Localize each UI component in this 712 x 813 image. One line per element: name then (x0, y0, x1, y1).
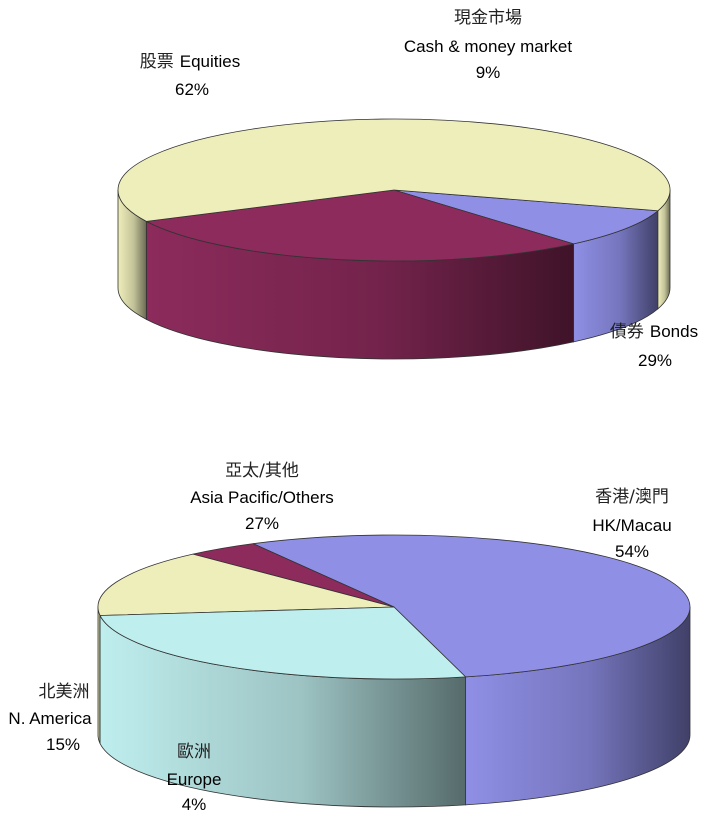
label-asia-pacific: 亞太/其他 Asia Pacific/Others 27% (190, 461, 334, 533)
label-cash: 現金市場 Cash & money market 9% (404, 8, 572, 82)
pie-slice-hk-macau (252, 534, 691, 678)
label-n-america-zh: 北美洲 (39, 682, 90, 702)
label-equities: 股票 Equities 62% (140, 52, 240, 99)
label-cash-zh: 現金市場 (454, 8, 522, 28)
label-europe-pct: 4% (182, 795, 207, 813)
label-cash-pct: 9% (476, 63, 501, 82)
pie-slice-n-america (97, 553, 395, 616)
label-bonds: 債券 Bonds 29% (610, 322, 698, 370)
label-equities-zh-en: 股票 Equities (140, 52, 240, 72)
label-hk-macau-zh: 香港/澳門 (595, 487, 669, 507)
pie-slice-cash-money-market (393, 189, 659, 245)
label-n-america-pct: 15% (46, 735, 80, 754)
pie-slice-equities (117, 118, 671, 222)
label-europe-en: Europe (167, 770, 222, 789)
label-bonds-pct: 29% (638, 351, 672, 370)
label-bonds-zh-en: 債券 Bonds (610, 322, 698, 342)
label-hk-macau-en: HK/Macau (592, 516, 671, 535)
label-asia-pacific-pct: 27% (245, 514, 279, 533)
pie-slice-asia-pacific-others (99, 606, 467, 680)
label-asia-pacific-zh: 亞太/其他 (225, 461, 299, 481)
label-europe-zh: 歐洲 (177, 742, 211, 762)
label-n-america-en: N. America (8, 709, 92, 728)
label-europe: 歐洲 Europe 4% (167, 742, 222, 813)
pie-slice-bonds (145, 189, 575, 262)
asset-allocation-pie-chart: 股票 Equities 62% 現金市場 Cash & money market … (117, 8, 698, 370)
label-asia-pacific-en: Asia Pacific/Others (190, 488, 334, 507)
label-cash-en: Cash & money market (404, 37, 572, 56)
label-equities-pct: 62% (175, 80, 209, 99)
regional-allocation-pie-chart: 亞太/其他 Asia Pacific/Others 27% 香港/澳門 HK/M… (8, 461, 691, 813)
label-n-america: 北美洲 N. America 15% (8, 682, 92, 754)
label-hk-macau-pct: 54% (615, 542, 649, 561)
label-hk-macau: 香港/澳門 HK/Macau 54% (592, 487, 671, 561)
